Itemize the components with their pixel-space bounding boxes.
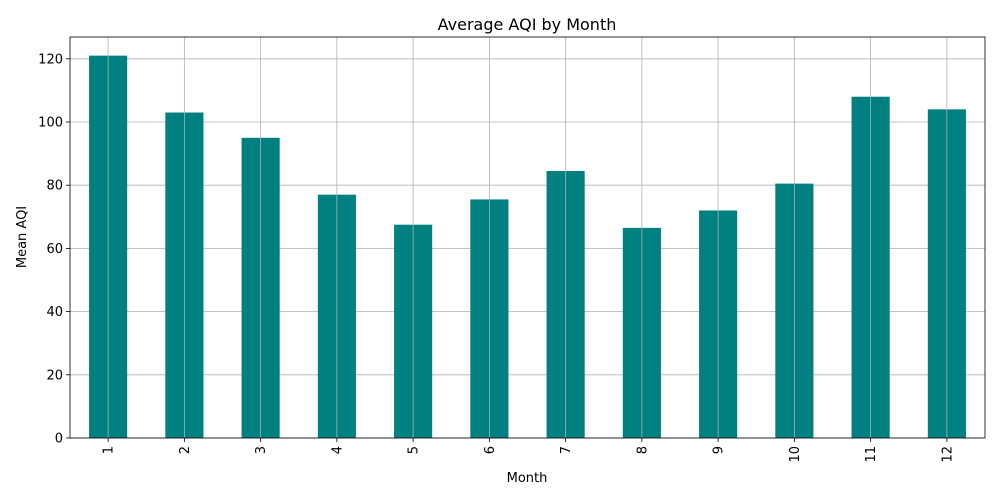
x-tick-label: 4 [330, 446, 345, 454]
x-tick-label: 3 [254, 446, 269, 454]
x-tick-label: 1 [102, 446, 117, 454]
y-tick-label: 20 [46, 368, 63, 383]
x-tick-label: 7 [559, 446, 574, 454]
y-axis-label: Mean AQI [15, 206, 30, 268]
x-tick-label: 12 [940, 446, 955, 463]
y-tick-label: 100 [38, 116, 63, 131]
y-axis-ticks: 0 20 40 60 80 100 120 [38, 52, 70, 447]
axes-frame [69, 36, 986, 439]
x-gridlines [107, 37, 948, 438]
y-tick-label: 120 [38, 52, 63, 67]
x-tick-label: 8 [635, 446, 650, 454]
y-tick-label: 80 [46, 179, 63, 194]
y-tick-label: 40 [46, 305, 63, 320]
bars-group [89, 55, 966, 439]
x-axis-ticks: 1 2 3 4 5 6 7 8 9 10 11 12 [102, 438, 955, 463]
x-tick-label: 11 [864, 446, 879, 463]
x-tick-label: 2 [178, 446, 193, 454]
x-axis-label: Month [507, 471, 548, 486]
x-tick-label: 9 [712, 446, 727, 454]
x-tick-label: 10 [788, 446, 803, 463]
y-gridlines [70, 58, 985, 439]
y-tick-label: 0 [55, 432, 63, 447]
x-tick-label: 5 [407, 446, 422, 454]
x-tick-label: 6 [483, 446, 498, 454]
chart-title: Average AQI by Month [438, 15, 617, 34]
y-tick-label: 60 [46, 242, 63, 257]
